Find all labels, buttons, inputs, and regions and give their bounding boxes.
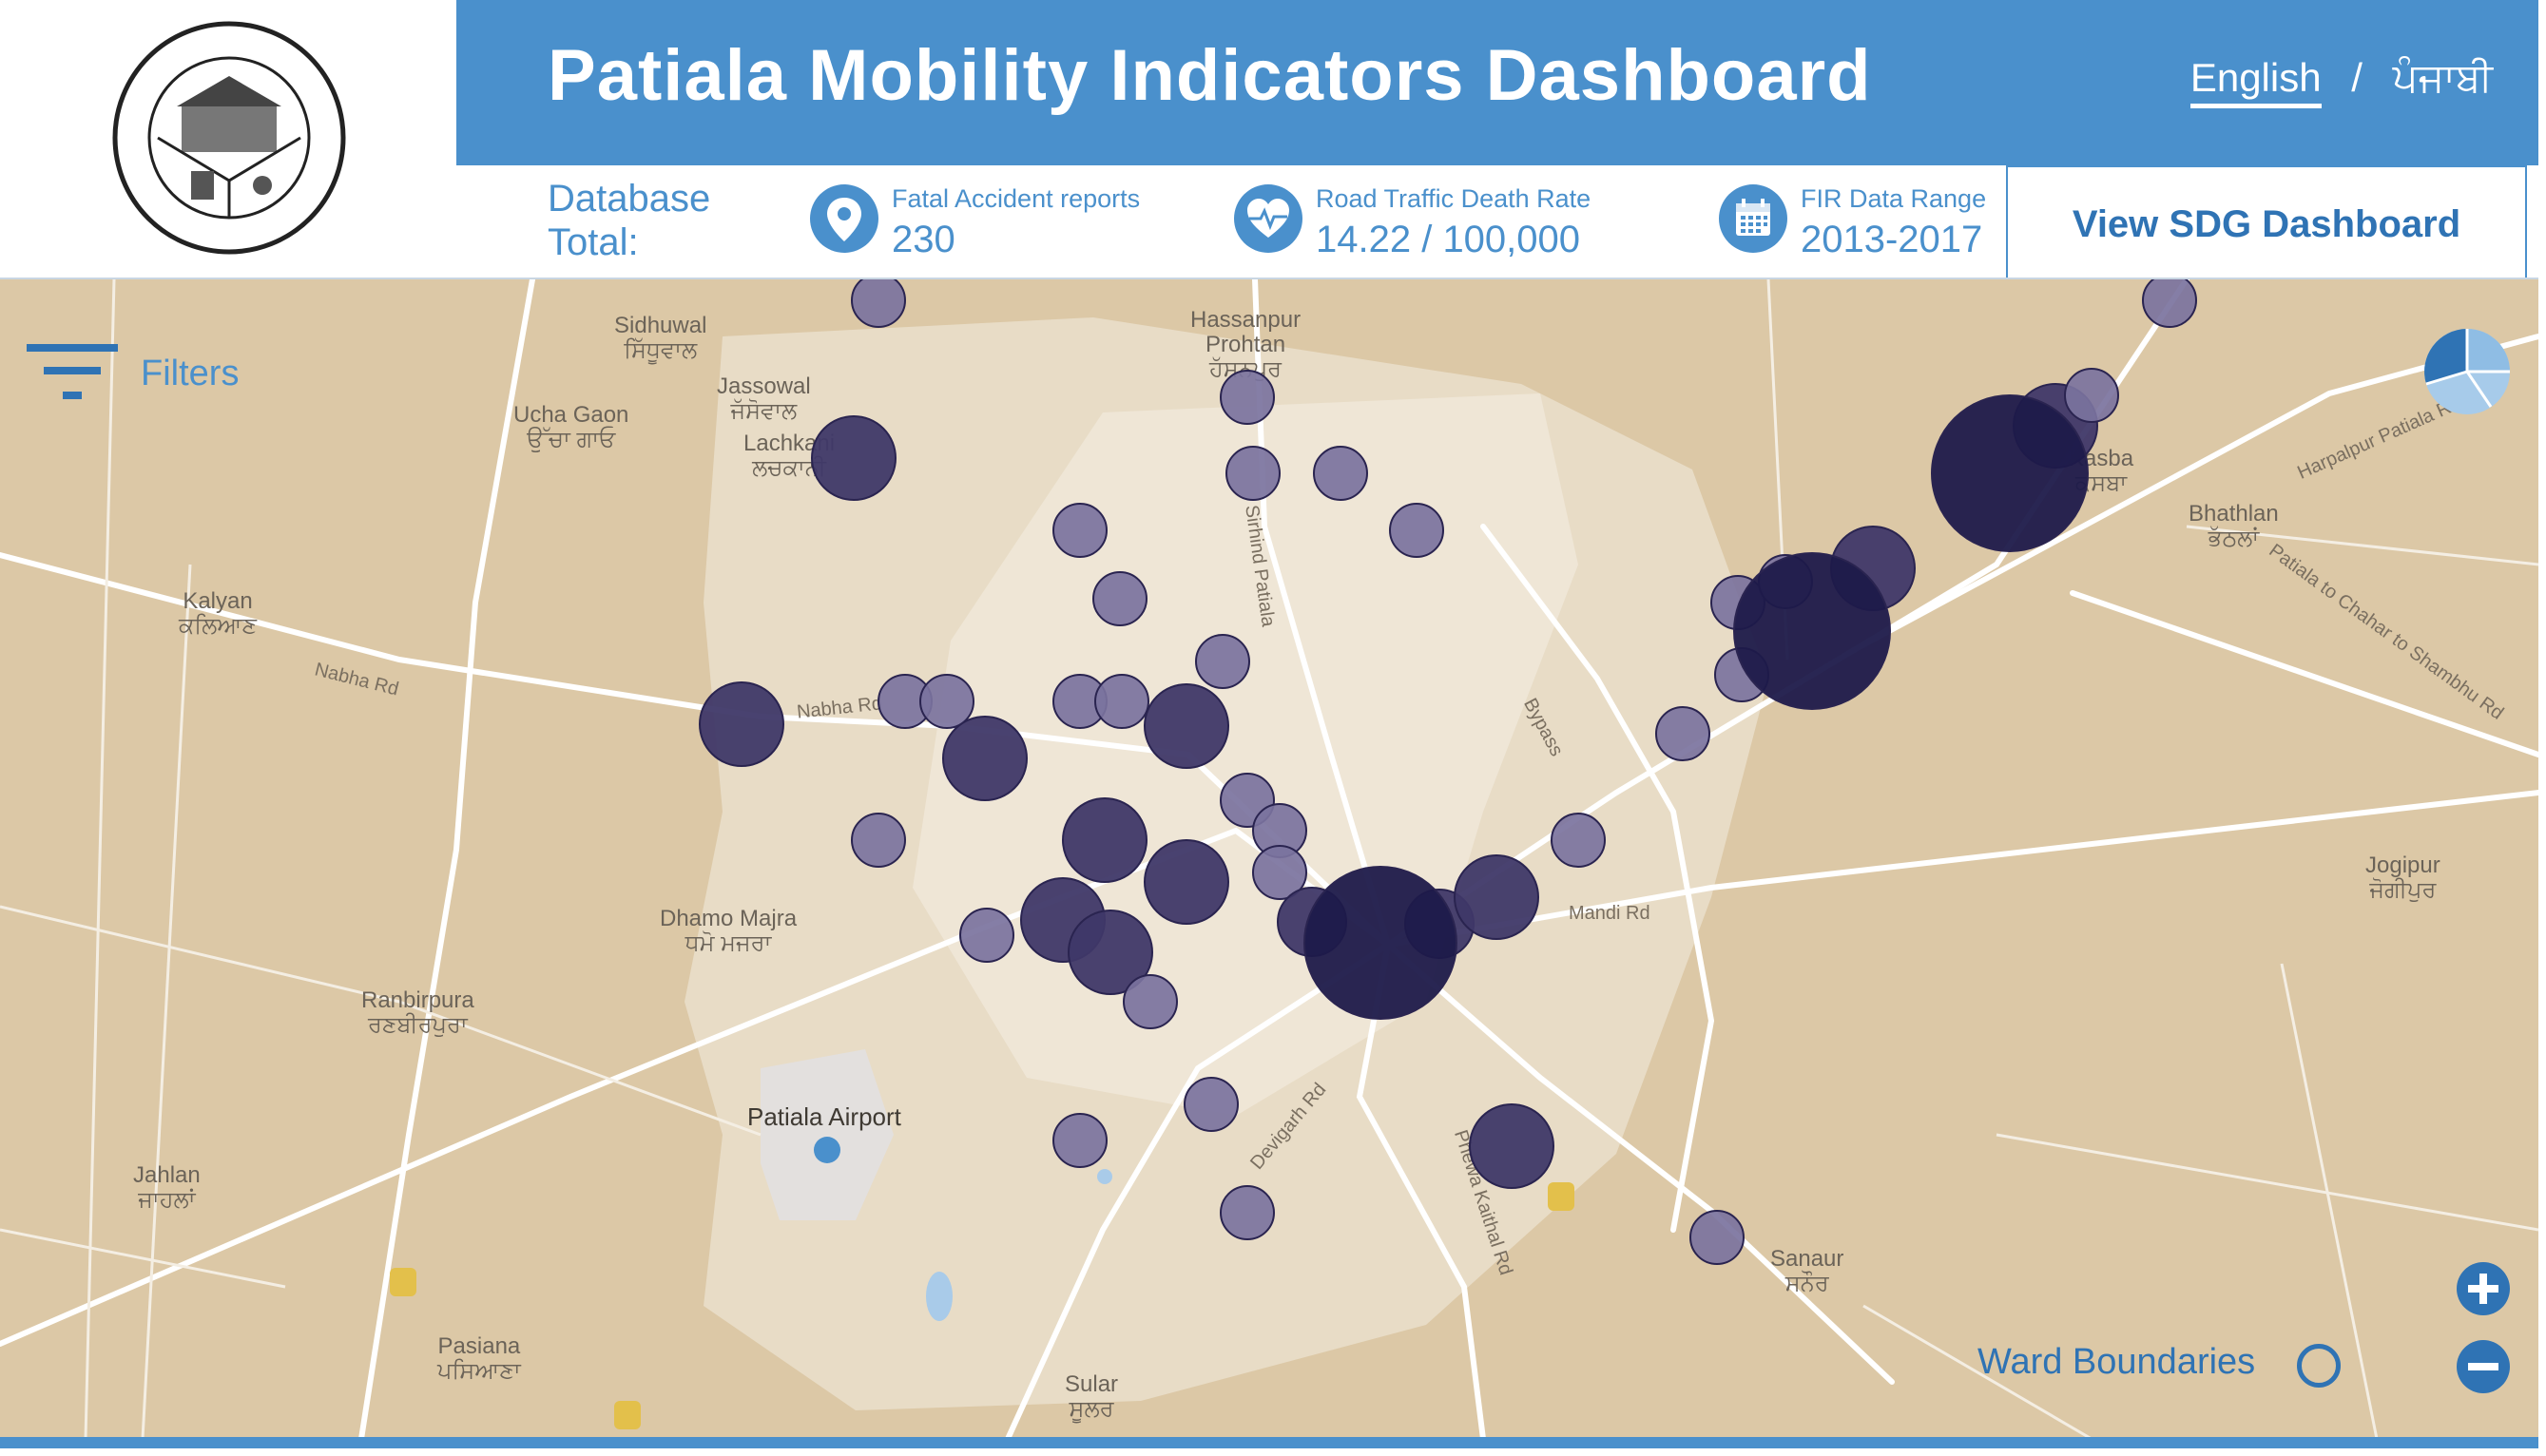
accident-cluster-marker[interactable]	[699, 681, 784, 767]
accident-cluster-marker[interactable]	[959, 908, 1014, 963]
filters-label: Filters	[141, 353, 240, 393]
place-label: Patiala Airport	[747, 1102, 901, 1131]
ward-boundaries-toggle[interactable]	[2297, 1344, 2341, 1388]
accident-cluster-marker[interactable]	[1052, 1113, 1108, 1168]
logo-area	[0, 0, 456, 278]
zoom-out-button[interactable]	[2457, 1340, 2510, 1393]
place-label: Sular ਸੂਲਰ	[1065, 1371, 1119, 1422]
pie-chart-toggle-icon[interactable]	[2422, 327, 2512, 416]
accident-cluster-marker[interactable]	[1225, 446, 1281, 501]
airport-area	[761, 1049, 894, 1220]
highway-markers	[390, 1182, 1574, 1429]
death-rate-value: 14.22 / 100,000	[1316, 219, 1581, 260]
fir-range-value: 2013-2017	[1801, 219, 1983, 260]
place-label: Ranbirpura ਰਣਬੀਰਪੁਰਾ	[361, 987, 474, 1038]
database-total-label: Database Total:	[548, 178, 711, 263]
place-label: Sidhuwal ਸਿੱਧੂਵਾਲ	[614, 313, 707, 363]
accident-cluster-marker[interactable]	[811, 415, 897, 501]
place-label: Hassanpur Prohtan ਹੱਸਨਪੁਰ	[1190, 307, 1302, 382]
place-label: Pasiana ਪਸਿਆਣਾ	[437, 1333, 521, 1384]
death-rate-label: Road Traffic Death Rate	[1316, 184, 1591, 213]
accident-clusters-layer[interactable]	[0, 279, 2538, 1439]
bottom-strip	[0, 1437, 2538, 1448]
map-panel[interactable]: Sidhuwal ਸਿੱਧੂਵਾਲ Hassanpur Prohtan ਹੱਸਨਪੁਰ…	[0, 278, 2538, 1439]
filters-button[interactable]: Filters	[27, 342, 239, 405]
accident-cluster-marker[interactable]	[1454, 854, 1539, 940]
accident-cluster-marker[interactable]	[1094, 674, 1149, 729]
place-label: Sanaur ਸਨੌਰ	[1770, 1246, 1844, 1296]
accident-cluster-marker[interactable]	[1389, 503, 1444, 558]
accident-cluster-marker[interactable]	[1184, 1077, 1239, 1132]
zoom-in-button[interactable]	[2457, 1262, 2510, 1315]
location-pin-icon	[810, 184, 878, 253]
accident-cluster-marker[interactable]	[1733, 552, 1891, 710]
lang-separator: /	[2351, 55, 2363, 100]
accident-cluster-marker[interactable]	[1144, 839, 1229, 925]
accident-cluster-marker[interactable]	[1144, 683, 1229, 769]
plus-icon	[2468, 1274, 2498, 1304]
accident-cluster-marker[interactable]	[1195, 634, 1250, 689]
place-label: Jahlan ਜਾਹਲਾਂ	[133, 1162, 201, 1213]
accident-cluster-marker[interactable]	[1313, 446, 1368, 501]
place-label: Jogipur ਜੋਗੀਪੁਰ	[2365, 853, 2440, 903]
lang-punjabi-link[interactable]: ਪੰਜਾਬੀ	[2392, 55, 2493, 100]
heartbeat-icon	[1234, 184, 1302, 253]
view-sdg-dashboard-button[interactable]: View SDG Dashboard	[2006, 165, 2527, 283]
header-bar: Patiala Mobility Indicators Dashboard En…	[456, 0, 2538, 165]
place-label: Dhamo Majra ਧਮੋ ਮਜਰਾ	[660, 906, 798, 956]
accident-cluster-marker[interactable]	[1052, 503, 1108, 558]
fir-range-label: FIR Data Range	[1801, 184, 1987, 213]
stats-bar: Database Total: Fatal Accident reports 2…	[456, 165, 2006, 278]
filter-icon	[27, 344, 118, 399]
accident-cluster-marker[interactable]	[2142, 279, 2197, 328]
accident-cluster-marker[interactable]	[851, 813, 906, 868]
calendar-icon	[1719, 184, 1787, 253]
accident-cluster-marker[interactable]	[1303, 866, 1457, 1020]
accident-cluster-marker[interactable]	[1689, 1210, 1745, 1265]
accident-cluster-marker[interactable]	[1123, 974, 1178, 1029]
accident-cluster-marker[interactable]	[1062, 797, 1148, 883]
accident-cluster-marker[interactable]	[1469, 1103, 1554, 1189]
place-label: Jassowal ਜੱਸੋਵਾਲ	[717, 374, 811, 424]
place-label: Ucha Gaon ਉੱਚਾ ਗਾਓ	[513, 402, 629, 452]
language-switcher: English / ਪੰਜਾਬੀ	[2189, 55, 2493, 108]
accident-cluster-marker[interactable]	[1931, 394, 2089, 552]
municipal-seal-logo	[112, 21, 346, 255]
accident-cluster-marker[interactable]	[2064, 368, 2119, 423]
accident-cluster-marker[interactable]	[942, 716, 1028, 801]
fatal-accident-label: Fatal Accident reports	[892, 184, 1141, 213]
page-title: Patiala Mobility Indicators Dashboard	[548, 35, 1872, 116]
accident-cluster-marker[interactable]	[1655, 706, 1710, 761]
place-label: Bhathlan ਭੱਠਲਾਂ	[2189, 501, 2279, 551]
road-label: Mandi Rd	[1569, 903, 1650, 924]
accident-cluster-marker[interactable]	[1220, 370, 1275, 425]
accident-cluster-marker[interactable]	[1092, 571, 1148, 626]
accident-cluster-marker[interactable]	[851, 279, 906, 328]
accident-cluster-marker[interactable]	[1252, 845, 1307, 900]
fatal-accident-value: 230	[892, 219, 955, 260]
accident-cluster-marker[interactable]	[1068, 910, 1153, 995]
accident-cluster-marker[interactable]	[1551, 813, 1606, 868]
accident-cluster-marker[interactable]	[919, 674, 974, 729]
ward-boundaries-label: Ward Boundaries	[1977, 1342, 2256, 1382]
place-label: Kalyan ਕਲਿਆਣ	[179, 588, 258, 639]
accident-cluster-marker[interactable]	[1220, 1185, 1275, 1240]
minus-icon	[2468, 1363, 2498, 1370]
lang-english-link[interactable]: English	[2189, 55, 2322, 108]
